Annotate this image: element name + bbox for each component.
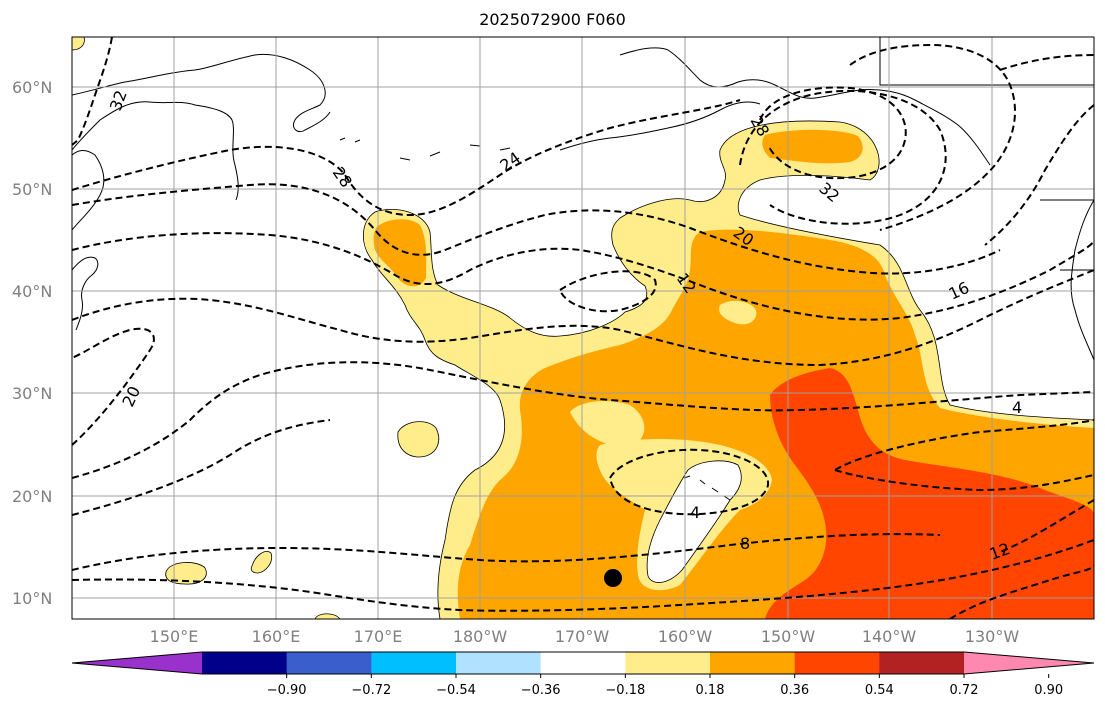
colorbar-segment (625, 652, 711, 674)
shade-yellow-blob-2 (165, 562, 207, 585)
colorbar-segment (540, 652, 626, 674)
island-aleutians (339, 137, 511, 161)
colorbar-tick-label: −0.72 (351, 683, 391, 698)
colorbar-tick-label: −0.36 (521, 683, 561, 698)
map-plot-area: 32 28 24 28 32 20 12 16 20 4 4 8 12 (72, 37, 1094, 619)
lon-label-180W: 180°W (453, 627, 508, 646)
contour-line (739, 89, 947, 225)
contour-label-8: 8 (740, 534, 750, 553)
contour-line (558, 270, 657, 313)
colorbar-segment (879, 652, 965, 674)
lon-label-150E: 150°E (150, 627, 199, 646)
lon-label-170E: 170°E (354, 627, 403, 646)
contour-line (849, 43, 1016, 231)
map-title: 2025072900 F060 (479, 10, 626, 29)
lon-label-170W: 170°W (555, 627, 610, 646)
contours (72, 37, 1094, 619)
lat-label-30N: 30°N (12, 384, 52, 403)
shade-yellow-hole-1 (570, 400, 645, 448)
contour-line (72, 37, 113, 146)
colorbar-extend-high (964, 652, 1094, 674)
shading-layer (72, 37, 1094, 619)
colorbar-segment (202, 652, 288, 674)
shade-yellow-blob-1 (397, 421, 440, 458)
shade-orange-north (762, 129, 863, 164)
contour-line (72, 539, 1094, 612)
contour-line (999, 54, 1094, 71)
colorbar-segment (286, 652, 372, 674)
lat-label-50N: 50°N (12, 180, 52, 199)
contour-line (72, 419, 770, 516)
colorbar-tick-label: 0.72 (950, 683, 979, 698)
coast-asia (72, 53, 331, 331)
gridlines (72, 37, 1094, 619)
colorbar-tick-label: 0.36 (780, 683, 809, 698)
contour-line (72, 361, 1094, 479)
lat-label-10N: 10°N (12, 589, 52, 608)
colorbar-tick-label: 0.54 (865, 683, 894, 698)
contour-label-4-east: 4 (1012, 398, 1022, 417)
lat-axis: 60°N 50°N 40°N 30°N 20°N 10°N (12, 78, 52, 608)
lon-label-150W: 150°W (761, 627, 816, 646)
colorbar-segment (371, 652, 457, 674)
shade-yellow-blob-3 (250, 551, 273, 574)
colorbar-segment (456, 652, 542, 674)
colorbar-tick-label: 0.18 (696, 683, 725, 698)
lon-label-160W: 160°W (658, 627, 713, 646)
contour-line (949, 564, 1094, 619)
contour-line (759, 86, 907, 180)
lon-axis: 150°E 160°E 170°E 180°W 170°W 160°W 150°… (150, 627, 1020, 646)
colorbar-extend-low (72, 652, 202, 674)
shade-red-orange (765, 368, 1094, 619)
contour-line (72, 99, 741, 217)
lon-label-140W: 140°W (862, 627, 917, 646)
shade-orange-west (373, 219, 427, 287)
contour-line (834, 419, 1094, 492)
lat-label-40N: 40°N (12, 282, 52, 301)
lon-label-130W: 130°W (965, 627, 1020, 646)
island-hawaii (683, 475, 731, 501)
colorbar-tick-label: −0.90 (267, 683, 307, 698)
colorbar-outline (71, 651, 1095, 675)
location-marker (604, 569, 622, 587)
contour-line (72, 327, 155, 446)
contour-line (72, 232, 1094, 321)
colorbar-tick-label: 0.90 (1034, 683, 1063, 698)
contour-line (984, 104, 1094, 246)
colorbar-tick-label: −0.18 (605, 683, 645, 698)
coastlines (72, 37, 1094, 501)
colorbar-segment (710, 652, 796, 674)
contour-line (72, 183, 1001, 275)
contour-line (72, 499, 1094, 571)
colorbar-segment (794, 652, 880, 674)
shade-yellow-hole-3 (719, 300, 757, 325)
lon-label-160E: 160°E (252, 627, 301, 646)
colorbar-tick-label: −0.54 (436, 683, 476, 698)
lat-label-60N: 60°N (12, 78, 52, 97)
lat-label-20N: 20°N (12, 487, 52, 506)
plot-frame (71, 36, 1095, 620)
contour-line (72, 269, 1094, 367)
border-lines (879, 37, 1094, 271)
contour-label-4-center: 4 (690, 503, 700, 522)
colorbar: −0.90 −0.72 −0.54 −0.36 −0.18 0.18 0.36 0.54 0.7… (71, 651, 1095, 698)
